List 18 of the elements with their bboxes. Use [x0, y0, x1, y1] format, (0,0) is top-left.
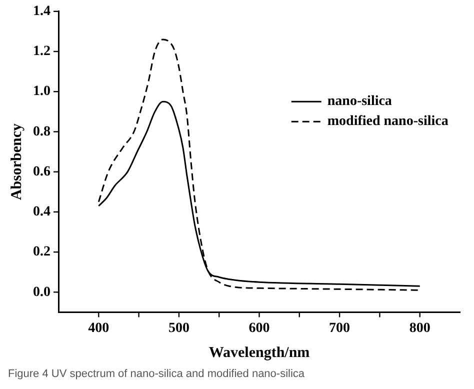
y-tick-label: 0.0	[33, 284, 50, 300]
y-tick-label: 1.2	[33, 44, 50, 60]
legend-label: nano-silica	[327, 94, 392, 110]
x-axis-title: Wavelength/nm	[208, 344, 310, 361]
y-tick-label: 0.8	[33, 124, 50, 140]
x-tick-label: 600	[248, 321, 270, 336]
legend-label: modified nano-silica	[327, 114, 448, 130]
y-axis-title: Absorbency	[8, 122, 25, 200]
y-tick-label: 0.2	[33, 244, 50, 260]
x-tick-label: 500	[168, 321, 190, 336]
y-tick-label: 0.4	[33, 204, 50, 220]
x-tick-label: 800	[409, 321, 430, 336]
x-tick-label: 700	[329, 321, 350, 336]
x-tick-label: 400	[88, 321, 110, 336]
y-tick-label: 1.4	[33, 4, 50, 20]
caption: Figure 4 UV spectrum of nano-silica and modified nano-silica	[8, 368, 305, 380]
y-tick-label: 0.6	[33, 164, 50, 180]
y-tick-label: 1.0	[33, 84, 50, 100]
